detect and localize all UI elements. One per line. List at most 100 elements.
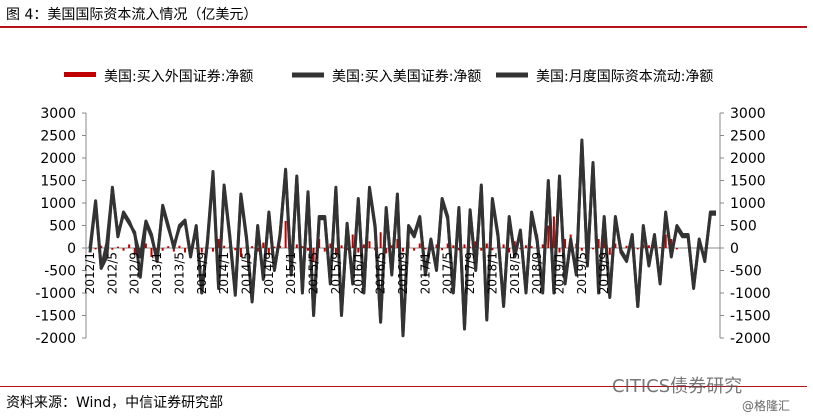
y-tick-label-left: 2000: [40, 151, 76, 167]
line-capital-flow: [88, 140, 716, 338]
bar: [402, 248, 404, 252]
bar: [128, 244, 131, 248]
bar: [306, 248, 309, 251]
bar: [597, 239, 600, 248]
x-tick-label: 2014/5: [240, 252, 254, 294]
chart-title: 图 4：美国国际资本流入情况（亿美元）: [6, 7, 258, 23]
bar: [100, 245, 103, 248]
y-tick-label-left: -1000: [35, 286, 76, 302]
bar: [502, 244, 505, 248]
y-tick-label-right: 0: [730, 241, 739, 257]
bar: [636, 248, 639, 250]
x-tick-label: 2015/9: [329, 252, 343, 294]
bar: [446, 243, 449, 248]
bar: [239, 248, 242, 257]
x-tick-label: 2017/5: [441, 252, 455, 294]
bar: [234, 248, 237, 251]
line-series: [88, 138, 716, 338]
bar: [424, 248, 427, 250]
bar: [670, 239, 673, 248]
bar: [256, 248, 259, 252]
bar: [625, 245, 628, 248]
bar: [385, 248, 388, 254]
x-tick-label: 2018/9: [530, 252, 544, 294]
x-tick-label: 2019/5: [575, 252, 589, 294]
bar: [351, 234, 354, 248]
bar: [418, 243, 421, 248]
bar: [340, 245, 343, 248]
bar: [211, 248, 214, 252]
y-tick-label-right: 2500: [730, 129, 766, 145]
y-tick-label-right: -1000: [730, 286, 771, 302]
bar: [469, 246, 472, 248]
bar: [357, 248, 360, 253]
y-tick-label-right: -1500: [730, 309, 771, 325]
bar: [150, 248, 153, 257]
y-tick-label-right: 2000: [730, 151, 766, 167]
y-tick-label-left: -2000: [35, 331, 76, 347]
x-tick-label: 2012/1: [83, 252, 97, 294]
bar: [524, 245, 527, 248]
bar: [262, 242, 265, 248]
bar: [580, 248, 583, 251]
bar: [334, 248, 337, 255]
bar: [167, 246, 170, 248]
bar: [592, 248, 595, 250]
bar: [284, 221, 287, 248]
bar: [474, 241, 477, 248]
bar: [295, 244, 298, 248]
bar: [457, 248, 460, 251]
y-tick-label-left: 2500: [40, 129, 76, 145]
bar: [491, 248, 494, 251]
bar: [675, 248, 678, 250]
bar: [111, 248, 114, 250]
x-tick-label: 2018/5: [508, 252, 522, 294]
bar: [647, 245, 650, 248]
bar: [172, 248, 175, 252]
y-tick-label-left: 0: [67, 241, 76, 257]
bar: [441, 248, 444, 251]
bar: [480, 248, 483, 251]
x-tick-label: 2015/5: [307, 252, 321, 294]
bar: [178, 245, 181, 248]
y-tick-label-right: 1000: [730, 196, 766, 212]
bar: [217, 239, 220, 248]
x-tick-label: 2016/1: [351, 252, 365, 294]
bar: [362, 244, 365, 248]
bar: [267, 248, 270, 255]
y-tick-label-left: 1000: [40, 196, 76, 212]
x-tick-label: 2013/5: [172, 252, 186, 294]
x-tick-label: 2015/1: [284, 252, 298, 294]
bar: [329, 243, 332, 248]
bar: [452, 245, 455, 248]
source-note: 资料来源：Wind，中信证券研究部: [6, 395, 224, 411]
x-tick-label: 2013/1: [150, 252, 164, 294]
x-tick-label: 2012/5: [105, 252, 119, 294]
watermark: CITICS债券研究: [612, 376, 743, 397]
bar: [435, 244, 438, 248]
legend-label: 美国:月度国际资本流动:净额: [536, 69, 713, 85]
bar: [273, 246, 276, 248]
top-divider: [0, 26, 807, 28]
bar: [463, 244, 466, 248]
y-tick-label-left: 3000: [40, 106, 76, 122]
x-tick-label: 2019/1: [553, 252, 567, 294]
bar: [608, 248, 611, 255]
bar: [396, 239, 399, 248]
y-tick-label-right: -2000: [730, 331, 771, 347]
x-tick-label: 2016/9: [396, 252, 410, 294]
bar: [195, 248, 198, 249]
x-tick-label: 2012/9: [128, 252, 142, 294]
bar: [200, 248, 203, 253]
x-tick-label: 2016/5: [374, 252, 388, 294]
legend-label: 美国:买入外国证券:净额: [104, 69, 253, 85]
y-tick-label-right: 1500: [730, 174, 766, 190]
x-tick-label: 2017/1: [418, 252, 432, 294]
axes: 3000 3000 2500 2500 2000 2000 1500 1500 1000 1000…: [35, 106, 770, 347]
bar: [547, 225, 550, 248]
bar: [541, 244, 544, 248]
bar: [614, 243, 617, 248]
bar: [390, 245, 393, 248]
y-tick-label-right: 500: [730, 219, 757, 235]
